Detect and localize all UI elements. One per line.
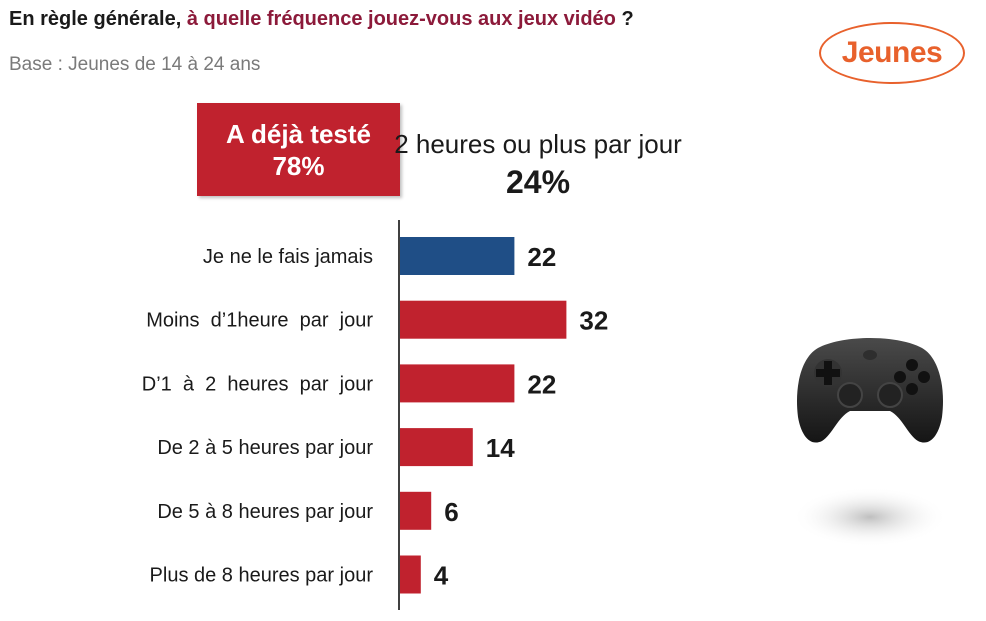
bar: [400, 491, 432, 530]
title-suffix: ?: [621, 8, 634, 30]
title-highlight: à quelle fréquence jouez-vous aux jeux v…: [186, 8, 616, 30]
data-label: 4: [434, 561, 449, 591]
bar: [400, 300, 567, 339]
data-label: 6: [444, 497, 458, 527]
already-tested-value: 78%: [272, 150, 325, 181]
bar: [400, 555, 421, 594]
category-label: Moins d’1heure par jour: [146, 310, 373, 332]
data-label: 22: [527, 369, 556, 399]
bar: [400, 237, 515, 275]
audience-badge: Jeunes: [819, 22, 965, 84]
game-controller-icon: [792, 338, 948, 547]
two-hours-label: 2 heures ou plus par jour: [394, 129, 682, 159]
title-prefix: En règle générale,: [9, 8, 182, 30]
two-hours-value: 24%: [505, 164, 571, 200]
category-label: Je ne le fais jamais: [203, 246, 373, 268]
two-hours-group: 2 heures ou plus par jour 24%: [393, 126, 683, 202]
category-label: De 2 à 5 heures par jour: [157, 437, 373, 459]
bar: [400, 428, 473, 467]
data-label: 32: [579, 306, 608, 336]
bar: [400, 364, 515, 403]
category-label: Plus de 8 heures par jour: [150, 565, 374, 587]
already-tested-label: A déjà testé: [226, 118, 371, 149]
chart-title: En règle générale, à quelle fréquence jo…: [9, 8, 634, 31]
data-label: 14: [486, 433, 515, 463]
chart-subtitle: Base : Jeunes de 14 à 24 ans: [9, 54, 261, 75]
category-label: D’1 à 2 heures par jour: [142, 373, 374, 395]
category-label: De 5 à 8 heures par jour: [157, 501, 373, 523]
data-label: 22: [527, 242, 556, 272]
already-tested-box: A déjà testé 78%: [197, 103, 400, 196]
